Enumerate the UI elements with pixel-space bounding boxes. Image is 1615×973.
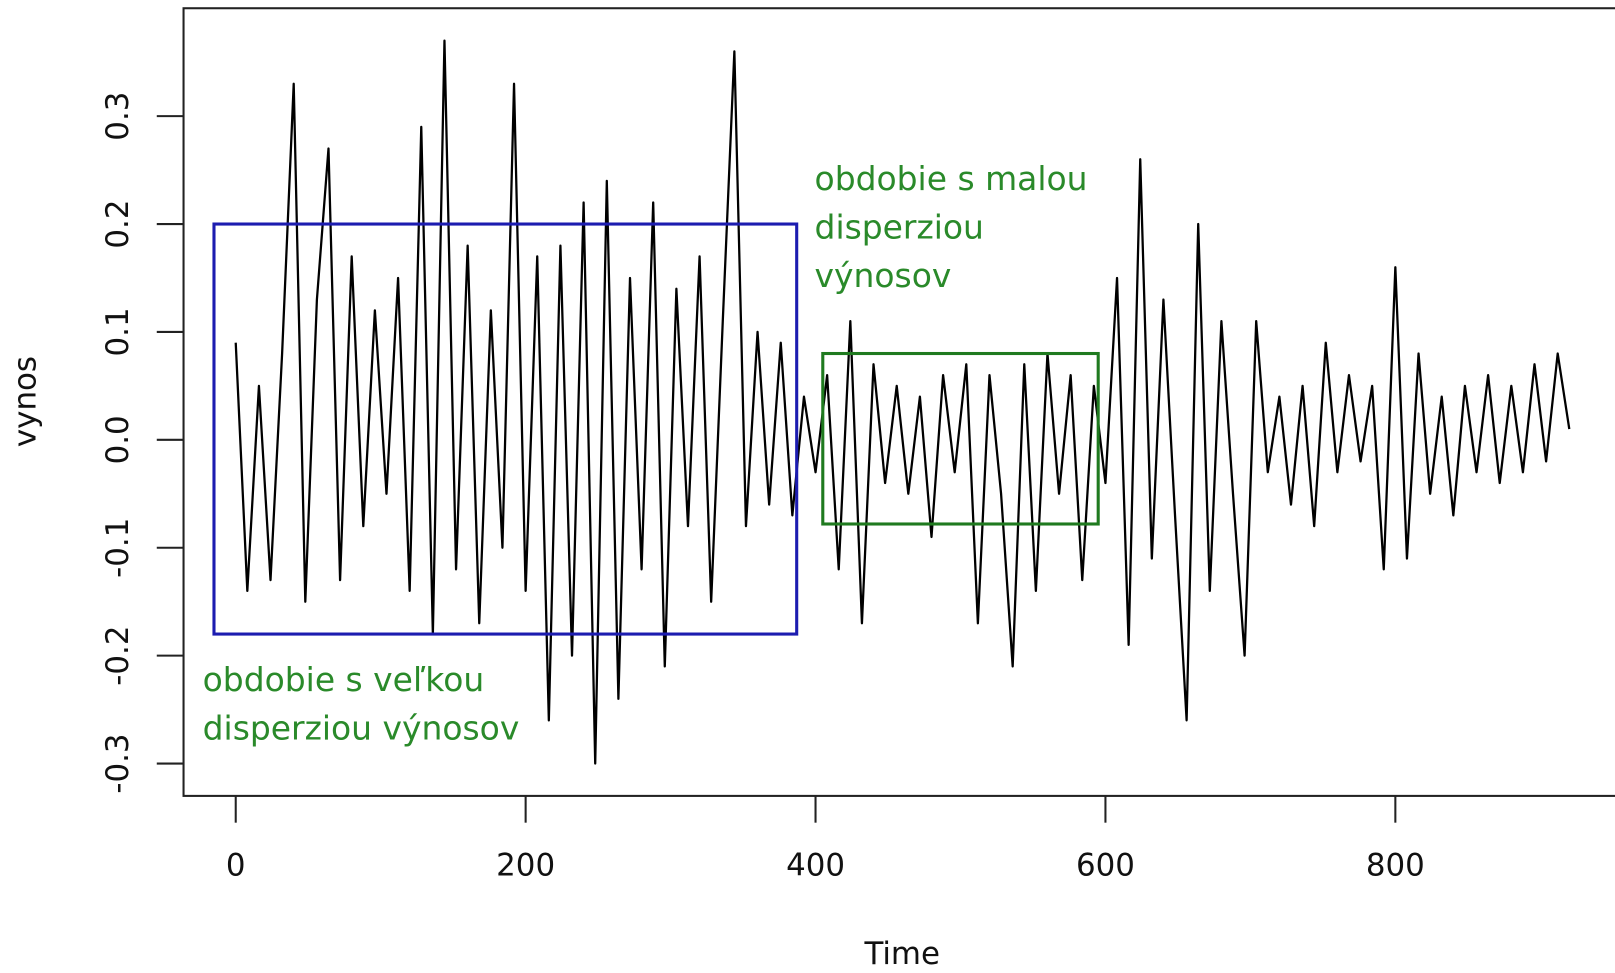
y-tick-label: 0.0 — [100, 415, 136, 464]
region-label: obdobie s malou — [815, 159, 1088, 198]
x-tick-label: 200 — [496, 847, 555, 883]
region-label: disperziou — [815, 207, 984, 246]
x-axis-label: Time — [863, 936, 940, 972]
y-tick-label: -0.3 — [100, 733, 136, 793]
y-tick-label: 0.3 — [100, 92, 136, 141]
y-tick-label: 0.1 — [100, 307, 136, 356]
region-label: disperziou výnosov — [203, 708, 520, 747]
x-tick-label: 800 — [1366, 847, 1425, 883]
region-label: výnosov — [815, 256, 952, 295]
region-box — [821, 351, 1100, 526]
x-tick-label: 600 — [1076, 847, 1135, 883]
y-tick-label: -0.1 — [100, 518, 136, 578]
region-box — [212, 222, 799, 636]
plot-frame — [182, 7, 1615, 797]
x-tick-label: 0 — [226, 847, 246, 883]
y-tick-label: 0.2 — [100, 199, 136, 248]
region-label: obdobie s veľkou — [203, 660, 485, 699]
y-axis-label: vynos — [8, 356, 44, 447]
x-tick-label: 400 — [786, 847, 845, 883]
y-tick-label: -0.2 — [100, 626, 136, 686]
series-line — [234, 39, 1571, 765]
